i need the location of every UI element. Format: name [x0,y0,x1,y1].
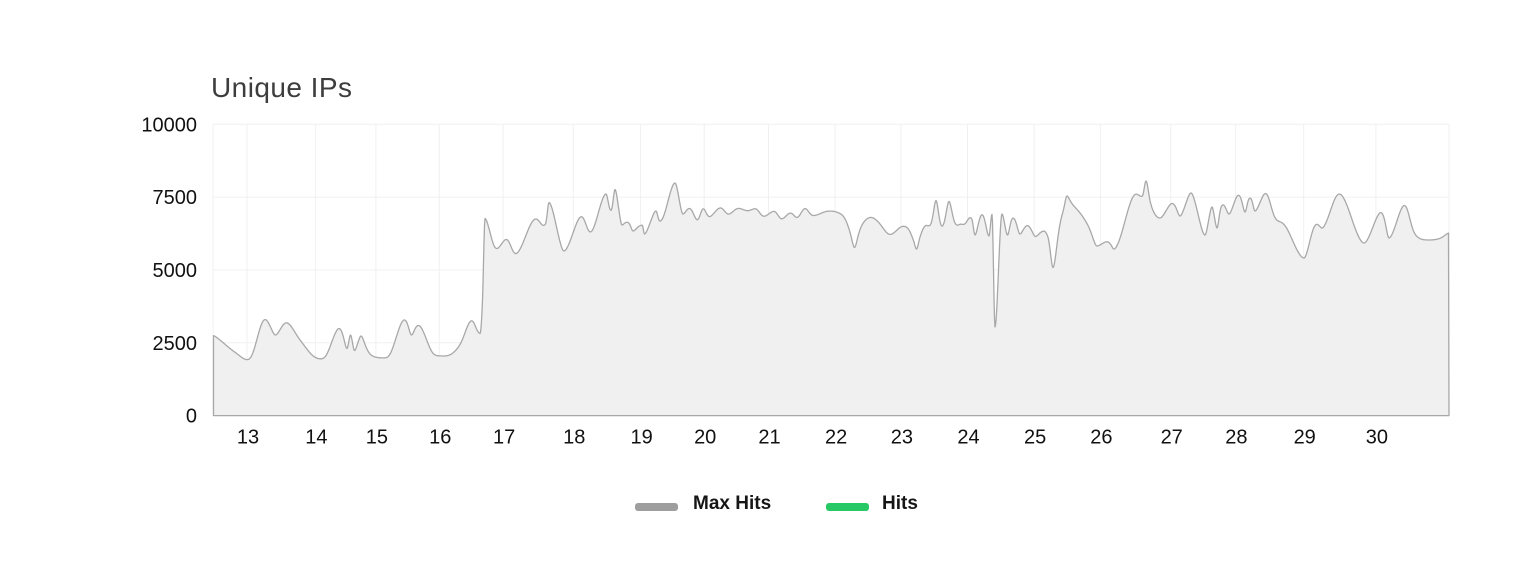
svg-text:10000: 10000 [141,114,197,136]
svg-text:25: 25 [1024,427,1046,449]
svg-text:19: 19 [630,427,652,449]
svg-text:27: 27 [1161,427,1183,449]
svg-text:24: 24 [957,427,979,449]
svg-text:15: 15 [366,427,388,449]
svg-text:18: 18 [563,427,585,449]
svg-text:20: 20 [694,427,716,449]
svg-text:28: 28 [1225,427,1247,449]
svg-text:0: 0 [186,406,197,428]
svg-text:30: 30 [1366,427,1388,449]
svg-text:22: 22 [825,427,847,449]
svg-text:2500: 2500 [153,333,198,355]
svg-text:23: 23 [891,427,913,449]
svg-text:5000: 5000 [153,260,198,282]
svg-text:21: 21 [758,427,780,449]
svg-text:7500: 7500 [153,187,198,209]
svg-text:13: 13 [237,427,259,449]
svg-text:16: 16 [429,427,451,449]
svg-text:17: 17 [493,427,515,449]
svg-text:26: 26 [1090,427,1112,449]
svg-text:29: 29 [1294,427,1316,449]
svg-text:14: 14 [305,427,327,449]
